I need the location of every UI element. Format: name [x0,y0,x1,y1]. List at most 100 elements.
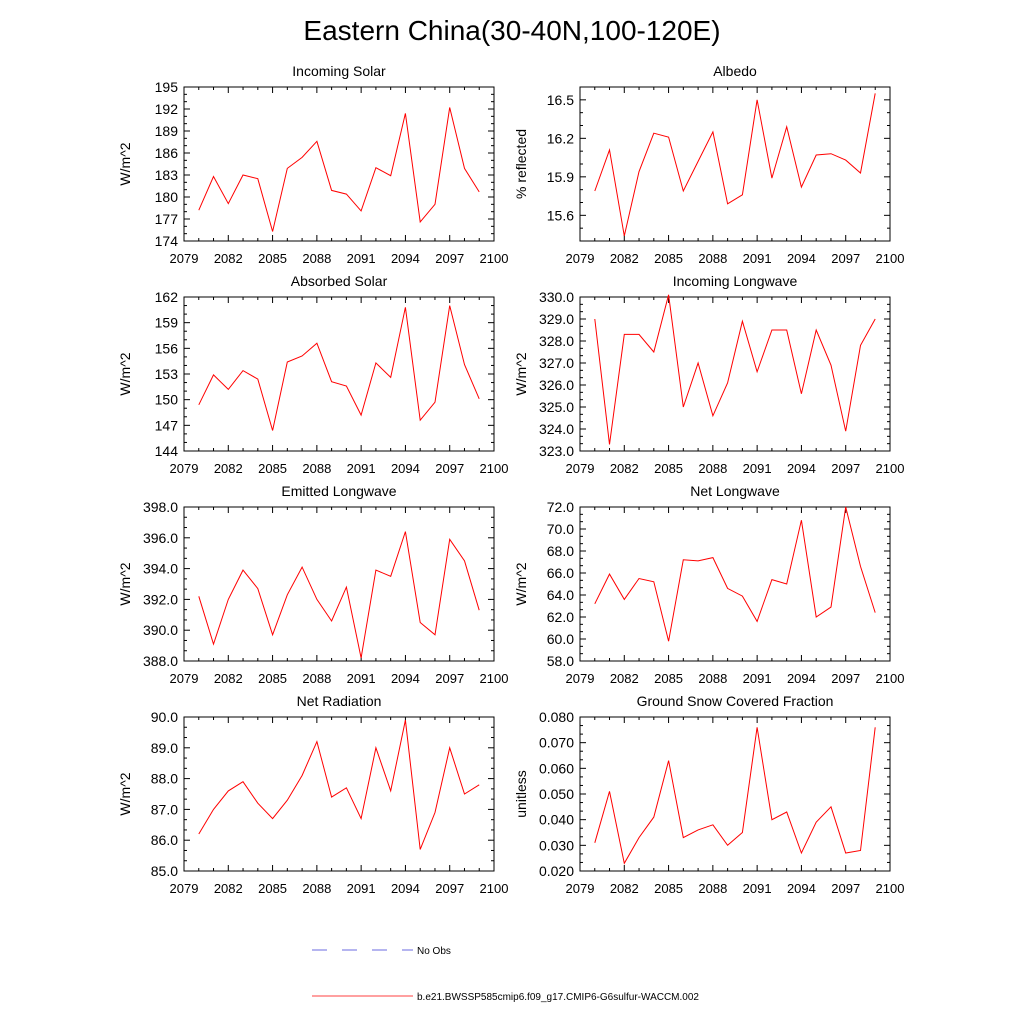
y-tick-label: 189 [155,123,179,139]
x-tick-label: 2100 [480,881,509,896]
x-tick-label: 2094 [787,881,816,896]
y-tick-label: 325.0 [539,399,574,415]
x-tick-label: 2085 [654,461,683,476]
y-tick-label: 177 [155,211,179,227]
chart-panel-1: Albedo % reflected 2079 2082 2085 2088 2091 209… [513,63,904,266]
x-tick-label: 2094 [787,251,816,266]
x-tick-label: 2082 [610,671,639,686]
y-tick-label: 64.0 [547,587,574,603]
chart-panel-6: Net Radiation W/m^2 2079 2082 2085 2088 2091 20… [117,693,508,896]
chart-panel-7: Ground Snow Covered Fraction unitless 2079… [513,693,904,896]
series-line [594,506,876,642]
y-tick-label: 0.070 [539,735,574,751]
x-tick-label: 2088 [698,461,727,476]
y-tick-label: 394.0 [143,561,178,577]
x-tick-label: 2079 [566,251,595,266]
x-tick-label: 2091 [347,881,376,896]
y-axis-label: % reflected [513,129,529,199]
x-tick-label: 2088 [698,671,727,686]
x-tick-label: 2082 [610,461,639,476]
x-tick-label: 2097 [831,461,860,476]
y-tick-label: 0.040 [539,812,574,828]
x-tick-label: 2082 [214,881,243,896]
y-tick-label: 90.0 [151,709,178,725]
panel-title: Ground Snow Covered Fraction [637,693,834,709]
chart-panel-4: Emitted Longwave W/m^2 2079 2082 2085 2088 209… [117,483,508,686]
y-tick-label: 0.050 [539,786,574,802]
chart-panel-0: Incoming Solar W/m^2 2079 2082 2085 2088 2091 2… [117,63,508,266]
x-tick-label: 2091 [347,671,376,686]
legend-case-label: b.e21.BWSSP585cmip6.f09_g17.CMIP6-G6sulf… [417,992,699,1003]
x-tick-label: 2082 [214,671,243,686]
x-tick-label: 2100 [876,671,905,686]
x-tick-label: 2097 [435,881,464,896]
series-line [198,719,480,850]
legend-no-obs-label: No Obs [417,946,451,957]
panel-title: Emitted Longwave [281,483,396,499]
plot-frame [579,86,891,242]
y-tick-label: 153 [155,366,179,382]
x-tick-label: 2100 [876,461,905,476]
x-tick-label: 2091 [743,461,772,476]
y-tick-label: 174 [155,233,179,249]
y-tick-label: 0.060 [539,760,574,776]
figure-title: Eastern China(30-40N,100-120E) [303,15,720,46]
x-tick-label: 2079 [566,881,595,896]
y-tick-label: 60.0 [547,631,574,647]
plot-frame [183,506,495,662]
y-tick-label: 328.0 [539,333,574,349]
x-tick-label: 2088 [302,461,331,476]
x-tick-label: 2097 [435,671,464,686]
y-tick-label: 327.0 [539,355,574,371]
chart-panel-3: Incoming Longwave W/m^2 2079 2082 2085 2088 20… [513,273,904,476]
x-tick-label: 2097 [435,461,464,476]
y-tick-label: 159 [155,315,179,331]
x-tick-label: 2094 [391,251,420,266]
y-tick-label: 62.0 [547,609,574,625]
x-tick-label: 2094 [787,671,816,686]
y-tick-label: 85.0 [151,863,178,879]
series-line [594,294,876,445]
y-tick-label: 392.0 [143,591,178,607]
plot-frame [183,716,495,872]
x-tick-label: 2091 [743,881,772,896]
y-tick-label: 66.0 [547,565,574,581]
panels: Incoming Solar W/m^2 2079 2082 2085 2088 2091 2… [117,63,904,896]
x-tick-label: 2085 [258,881,287,896]
chart-panel-2: Absorbed Solar W/m^2 2079 2082 2085 2088 2091 2… [117,273,508,476]
y-axis-label: W/m^2 [117,772,133,815]
plot-frame [183,86,495,242]
panel-title: Net Radiation [297,693,382,709]
x-tick-label: 2085 [654,251,683,266]
y-axis-label: W/m^2 [117,142,133,185]
x-tick-label: 2097 [831,671,860,686]
y-tick-label: 388.0 [143,653,178,669]
panel-title: Net Longwave [690,483,780,499]
x-tick-label: 2094 [787,461,816,476]
x-tick-label: 2088 [302,881,331,896]
chart-panel-5: Net Longwave W/m^2 2079 2082 2085 2088 2091 209… [513,483,904,686]
x-tick-label: 2085 [258,671,287,686]
x-tick-label: 2094 [391,881,420,896]
y-tick-label: 86.0 [151,832,178,848]
y-tick-label: 16.2 [547,130,574,146]
y-tick-label: 192 [155,101,179,117]
x-tick-label: 2079 [170,251,199,266]
panel-title: Albedo [713,63,757,79]
y-tick-label: 89.0 [151,740,178,756]
x-tick-label: 2085 [654,671,683,686]
x-tick-label: 2100 [876,251,905,266]
x-tick-label: 2097 [831,251,860,266]
y-tick-label: 88.0 [151,771,178,787]
y-tick-label: 330.0 [539,289,574,305]
x-tick-label: 2094 [391,671,420,686]
x-tick-label: 2082 [610,251,639,266]
y-tick-label: 156 [155,340,179,356]
plot-frame [579,716,891,872]
series-line [594,727,876,865]
y-tick-label: 15.9 [547,169,574,185]
y-tick-label: 390.0 [143,622,178,638]
x-tick-label: 2091 [743,251,772,266]
x-tick-label: 2082 [610,881,639,896]
